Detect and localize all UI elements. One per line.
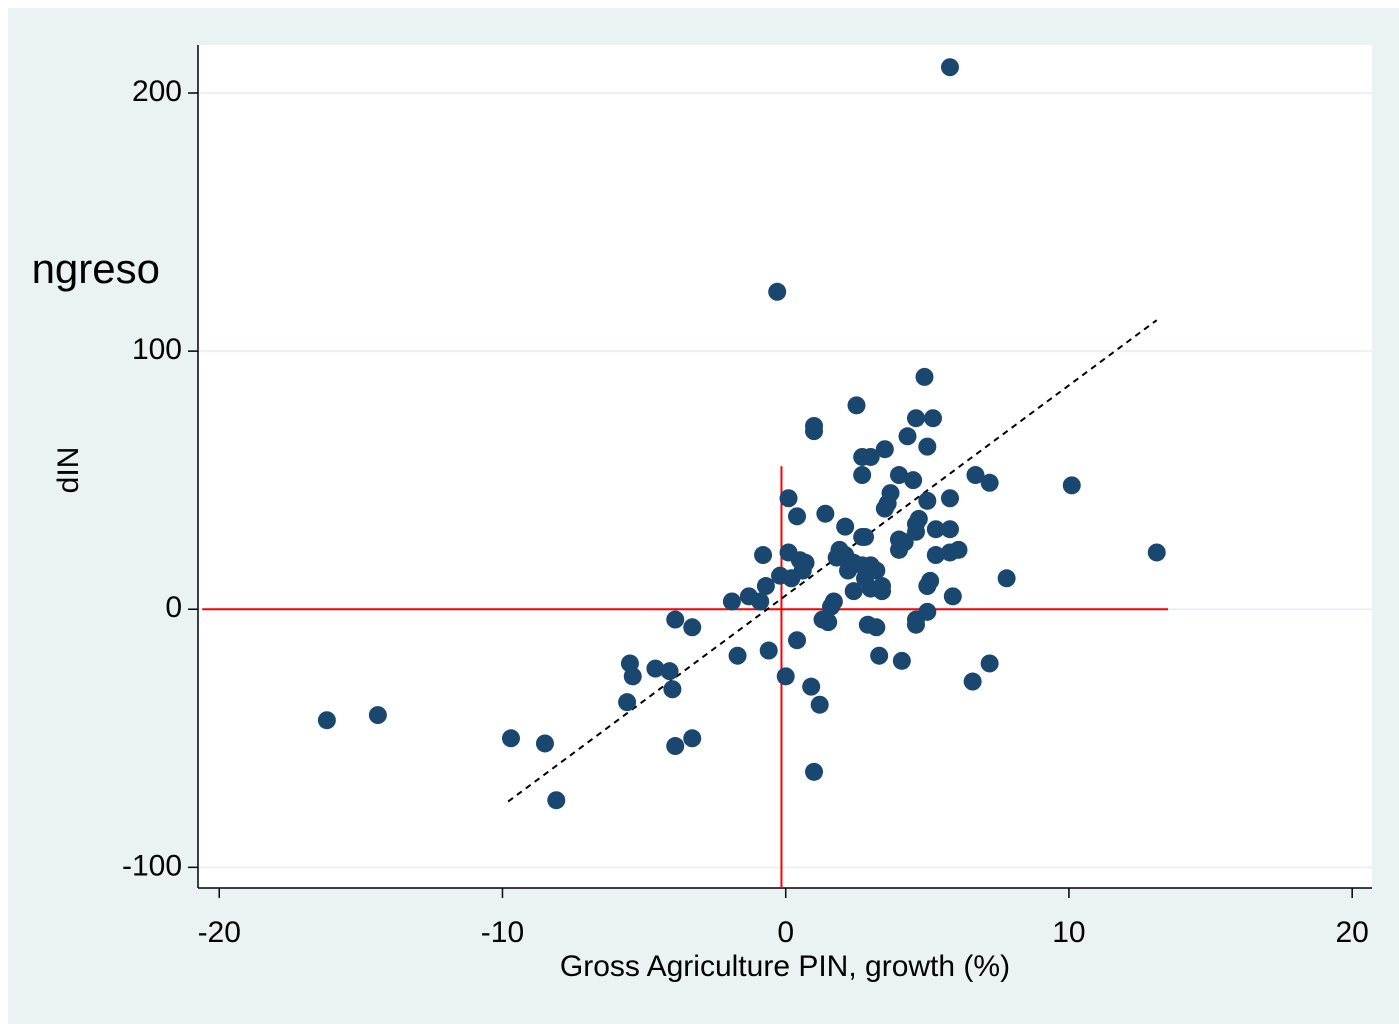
point	[759, 641, 778, 660]
point	[547, 791, 566, 810]
point	[816, 504, 835, 523]
point	[844, 582, 863, 601]
y-tick-label: 200	[132, 75, 182, 108]
point	[646, 659, 665, 678]
point	[870, 646, 889, 665]
point	[317, 711, 336, 730]
x-tick-label: 20	[1335, 916, 1368, 949]
point	[943, 587, 962, 606]
point	[751, 592, 770, 611]
point	[875, 440, 894, 459]
point	[839, 561, 858, 580]
point	[918, 437, 937, 456]
point	[873, 582, 892, 601]
point	[963, 672, 982, 691]
point	[847, 396, 866, 415]
point	[822, 597, 841, 616]
point	[663, 680, 682, 699]
point	[683, 618, 702, 637]
point	[966, 466, 985, 485]
point	[923, 409, 942, 428]
point	[788, 631, 807, 650]
y-tick-label: -100	[122, 849, 182, 882]
point	[779, 489, 798, 508]
point	[368, 706, 387, 725]
point	[861, 447, 880, 466]
plot-area	[198, 45, 1372, 888]
fit-line	[507, 319, 1158, 803]
point	[683, 729, 702, 748]
point	[940, 58, 959, 77]
point	[890, 540, 909, 559]
point	[980, 473, 999, 492]
x-tick-label: -10	[481, 916, 524, 949]
point	[918, 577, 937, 596]
point	[940, 520, 959, 539]
point	[827, 548, 846, 567]
point	[906, 615, 925, 634]
x-tick-label: -20	[198, 916, 241, 949]
point	[940, 543, 959, 562]
point	[892, 651, 911, 670]
point	[805, 762, 824, 781]
point	[618, 693, 637, 712]
point	[926, 546, 945, 565]
point	[819, 613, 838, 632]
y-axis-label: dIN	[52, 447, 85, 494]
point	[501, 729, 520, 748]
point	[754, 546, 773, 565]
point	[623, 667, 642, 686]
y-tick-label: 0	[165, 591, 182, 624]
point	[918, 491, 937, 510]
point	[1062, 476, 1081, 495]
point	[788, 507, 807, 526]
point	[997, 569, 1016, 588]
x-tick-label: 10	[1052, 916, 1085, 949]
point	[535, 734, 554, 753]
point	[915, 367, 934, 386]
point	[756, 577, 775, 596]
point	[1147, 543, 1166, 562]
point	[666, 610, 685, 629]
point	[890, 466, 909, 485]
point	[666, 737, 685, 756]
point	[660, 662, 679, 681]
point	[836, 517, 855, 536]
point	[926, 520, 945, 539]
point	[980, 654, 999, 673]
point	[853, 466, 872, 485]
x-axis-label: Gross Agriculture PIN, growth (%)	[560, 950, 1010, 983]
point	[805, 422, 824, 441]
annotation: ngreso	[32, 245, 160, 292]
point	[768, 282, 787, 301]
point	[940, 489, 959, 508]
point	[904, 471, 923, 490]
point	[782, 569, 801, 588]
point	[898, 427, 917, 446]
point	[810, 695, 829, 714]
point	[867, 618, 886, 637]
x-tick-label: 0	[777, 916, 794, 949]
point	[722, 592, 741, 611]
point	[856, 527, 875, 546]
point	[875, 499, 894, 518]
point	[802, 677, 821, 696]
point	[728, 646, 747, 665]
point	[776, 667, 795, 686]
y-tick-label: 100	[132, 333, 182, 366]
point	[906, 409, 925, 428]
